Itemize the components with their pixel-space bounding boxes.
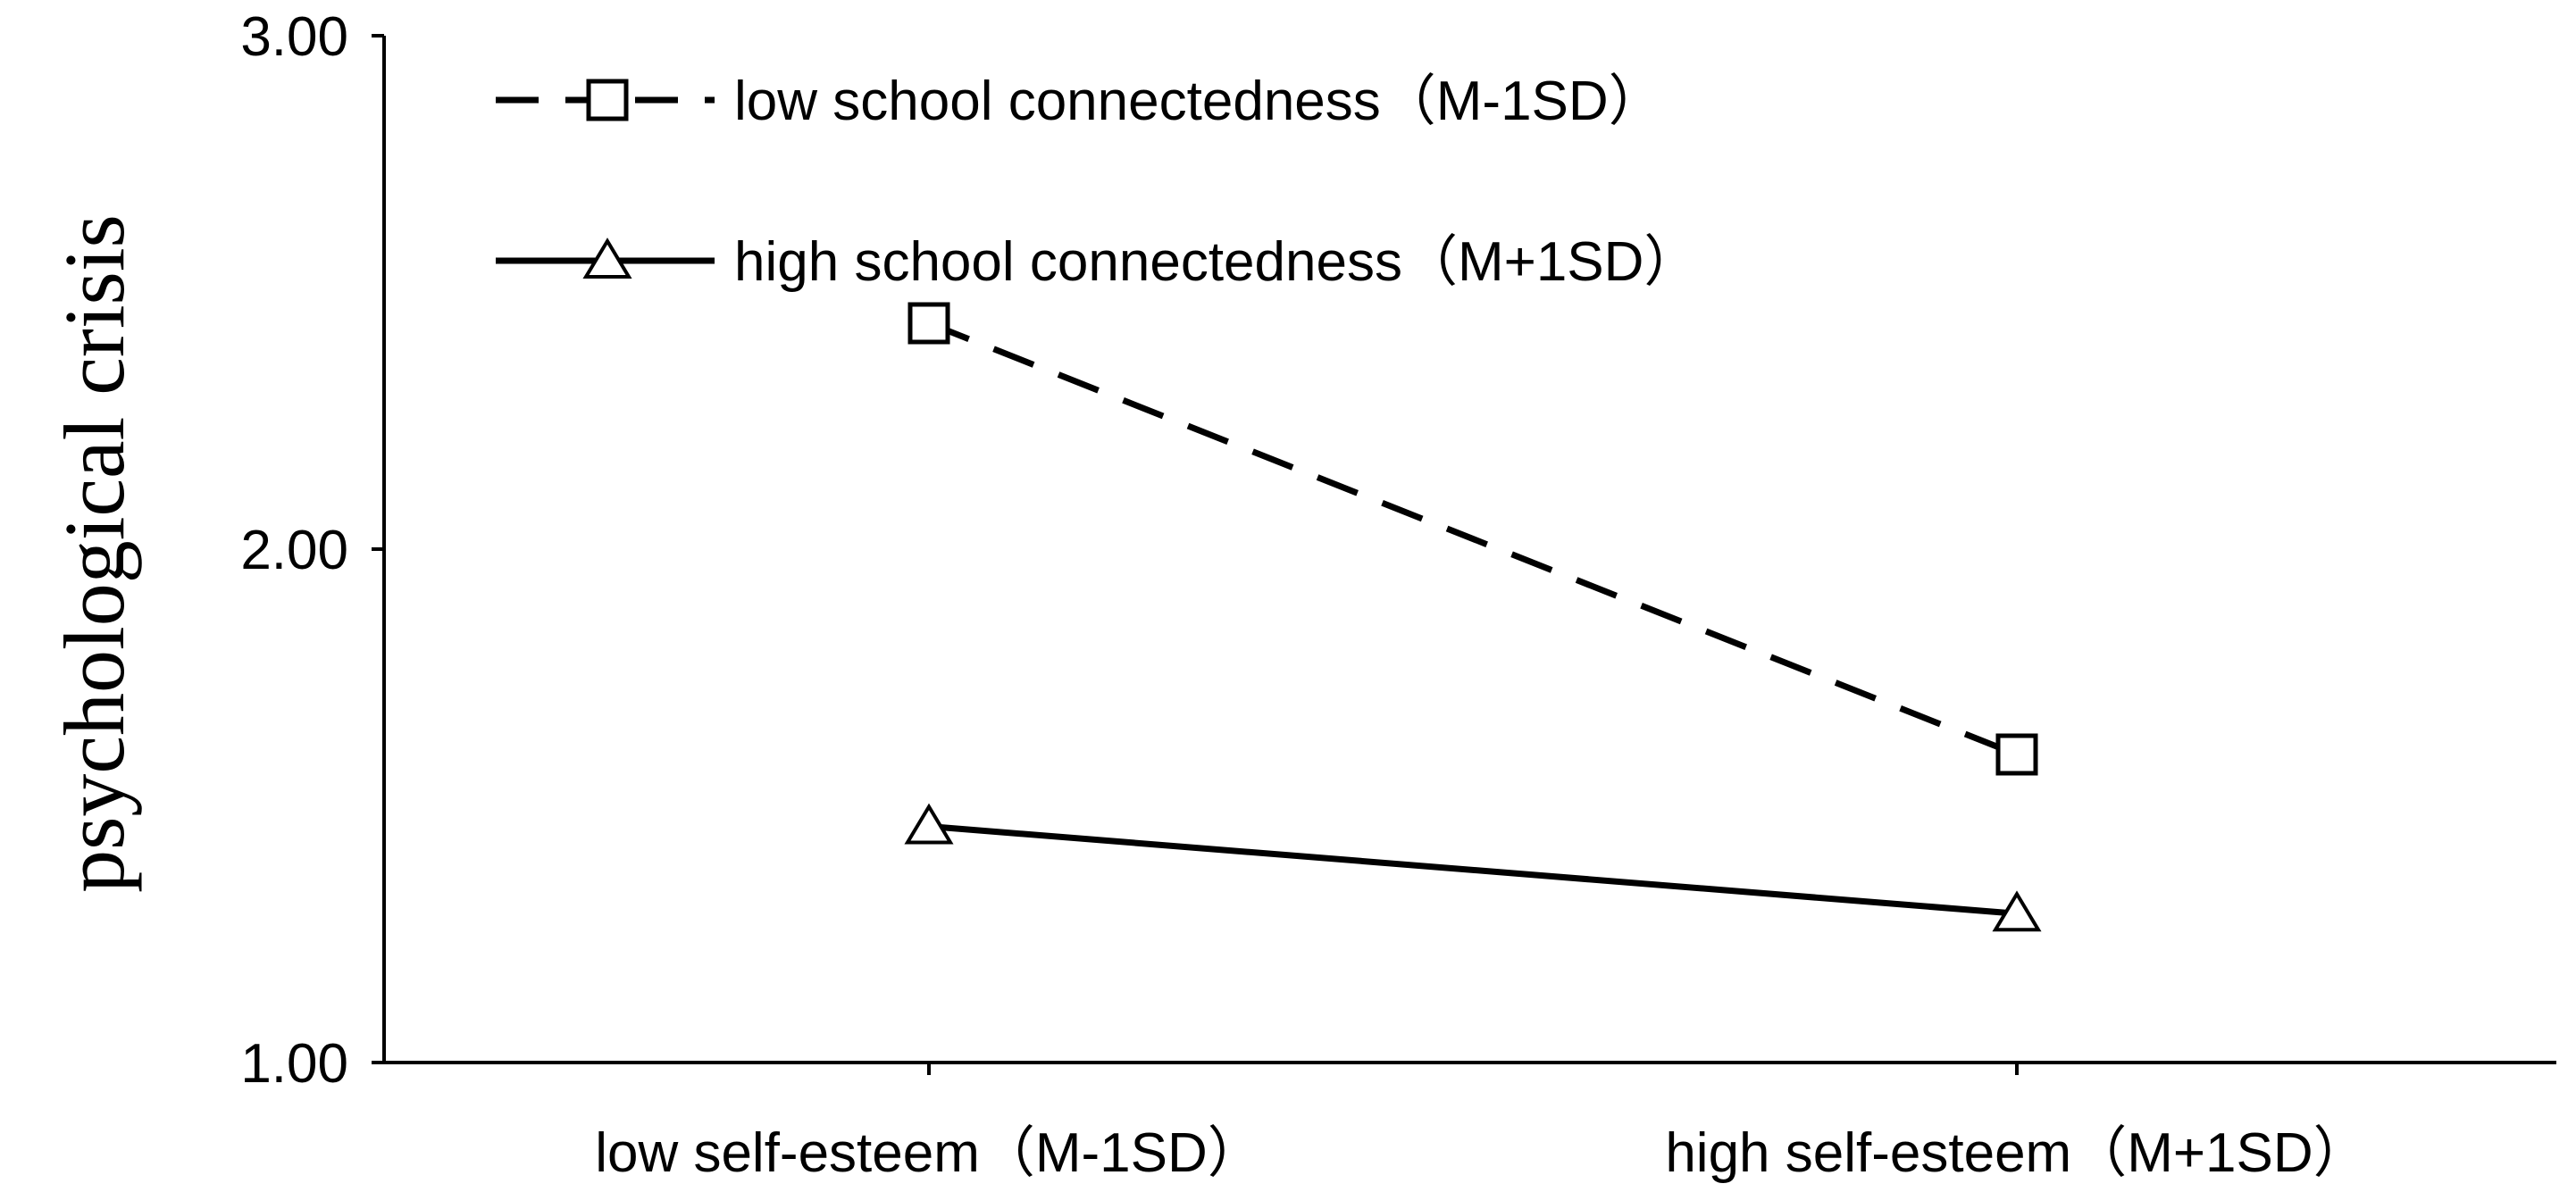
axes <box>382 36 2556 1064</box>
legend-label: low school connectedness（M-1SD） <box>734 71 1664 132</box>
legend-marker <box>586 79 629 121</box>
y-tick-label: 1.00 <box>240 1033 348 1095</box>
series-high-connectedness <box>904 803 2042 932</box>
legend-label: high school connectedness（M+1SD） <box>734 231 1699 293</box>
data-point-marker <box>904 803 954 845</box>
y-tick-label: 3.00 <box>240 6 348 68</box>
y-axis-ticks: 1.00 2.00 3.00 <box>240 6 384 1095</box>
series-line <box>927 320 2019 758</box>
data-point-marker <box>1992 890 2042 932</box>
legend: low school connectedness（M-1SD） high scho… <box>496 71 1699 293</box>
legend-item: low school connectedness（M-1SD） <box>496 71 1664 132</box>
x-tick-label: high self-esteem（M+1SD） <box>1665 1122 2368 1184</box>
series-line <box>928 823 2018 917</box>
series-layer <box>904 302 2042 932</box>
series-low-connectedness <box>907 302 2038 776</box>
y-tick-label: 2.00 <box>240 520 348 581</box>
x-axis-ticks: low self-esteem（M-1SD） high self-esteem（M… <box>595 1063 2369 1184</box>
y-axis-title: psychological crisis <box>46 214 142 893</box>
data-point-marker <box>907 302 950 345</box>
x-tick-label: low self-esteem（M-1SD） <box>595 1122 1263 1184</box>
legend-marker <box>582 238 632 279</box>
legend-item: high school connectedness（M+1SD） <box>496 231 1699 293</box>
data-point-marker <box>1995 733 2038 776</box>
